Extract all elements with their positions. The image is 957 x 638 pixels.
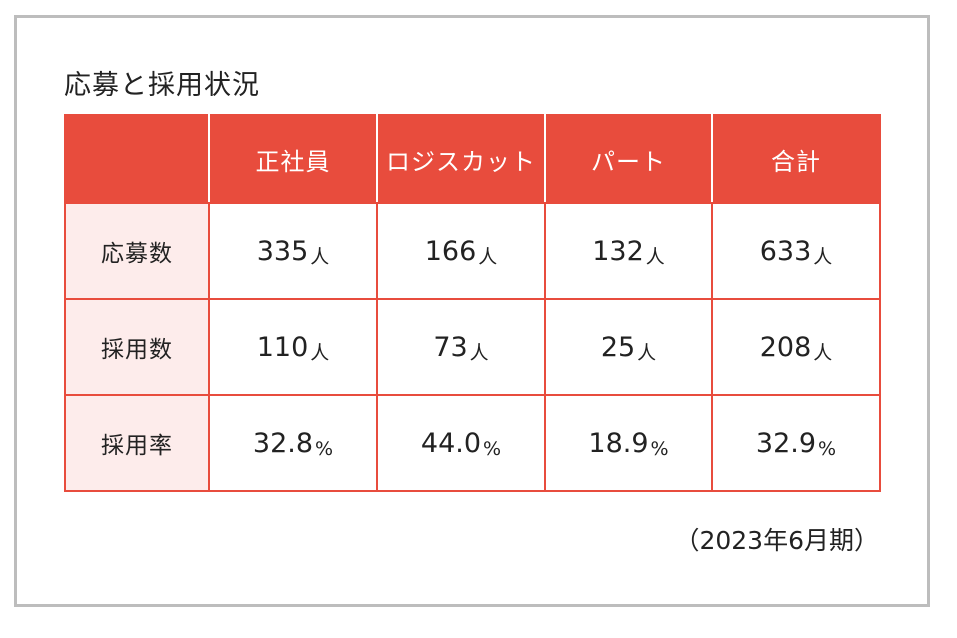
- table-cell: 73 人: [376, 298, 546, 396]
- cell-value: 25: [600, 331, 636, 363]
- cell-unit: 人: [478, 245, 498, 268]
- table-title: 応募と採用状況: [64, 70, 260, 101]
- cell-value: 44.0: [420, 427, 482, 459]
- table-cell: 25 人: [544, 298, 713, 396]
- cell-unit: %: [650, 437, 669, 460]
- period-note: （2023年6月期）: [674, 526, 879, 555]
- cell-value: 208: [759, 331, 812, 363]
- table-cell: 166 人: [376, 202, 546, 300]
- cell-unit: 人: [310, 245, 330, 268]
- table-cell: 335 人: [208, 202, 378, 300]
- table-cell: 32.9%: [711, 394, 881, 492]
- table-cell: 110 人: [208, 298, 378, 396]
- row-label-hire-rate: 採用率: [64, 394, 210, 492]
- cell-value: 166: [424, 235, 477, 267]
- cell-value: 73: [433, 331, 468, 363]
- cell-value: 32.8: [252, 427, 314, 459]
- cell-value: 335: [256, 235, 309, 267]
- header-corner: [64, 114, 210, 204]
- header-full-time: 正社員: [208, 114, 378, 204]
- table-cell: 633 人: [711, 202, 881, 300]
- cell-unit: %: [483, 437, 502, 460]
- row-label-applications: 応募数: [64, 202, 210, 300]
- stats-table: 正社員 ロジスカット パート 合計 応募数 335 人 166 人 132 人 633…: [64, 114, 881, 492]
- cell-unit: 人: [813, 245, 833, 268]
- header-total: 合計: [711, 114, 881, 204]
- cell-unit: 人: [645, 245, 665, 268]
- cell-unit: 人: [637, 341, 657, 364]
- cell-value: 18.9: [588, 427, 649, 459]
- table-cell: 32.8%: [208, 394, 378, 492]
- table-row: 採用数 110 人 73 人 25 人 208 人: [64, 298, 881, 396]
- table-row: 採用率 32.8% 44.0% 18.9% 32.9%: [64, 394, 881, 492]
- table-cell: 18.9%: [544, 394, 713, 492]
- cell-value: 132: [592, 235, 644, 267]
- table-cell: 208 人: [711, 298, 881, 396]
- cell-unit: 人: [813, 341, 833, 364]
- row-label-hires: 採用数: [64, 298, 210, 396]
- cell-value: 32.9: [755, 427, 817, 459]
- cell-unit: %: [315, 437, 334, 460]
- header-logiscut: ロジスカット: [376, 114, 546, 204]
- table-cell: 44.0%: [376, 394, 546, 492]
- cell-unit: %: [818, 437, 837, 460]
- cell-value: 633: [759, 235, 812, 267]
- header-part-time: パート: [544, 114, 713, 204]
- table-cell: 132 人: [544, 202, 713, 300]
- cell-unit: 人: [310, 341, 330, 364]
- cell-unit: 人: [469, 341, 489, 364]
- cell-value: 110: [256, 331, 309, 363]
- table-row: 応募数 335 人 166 人 132 人 633 人: [64, 202, 881, 300]
- header-row: 正社員 ロジスカット パート 合計: [64, 114, 881, 204]
